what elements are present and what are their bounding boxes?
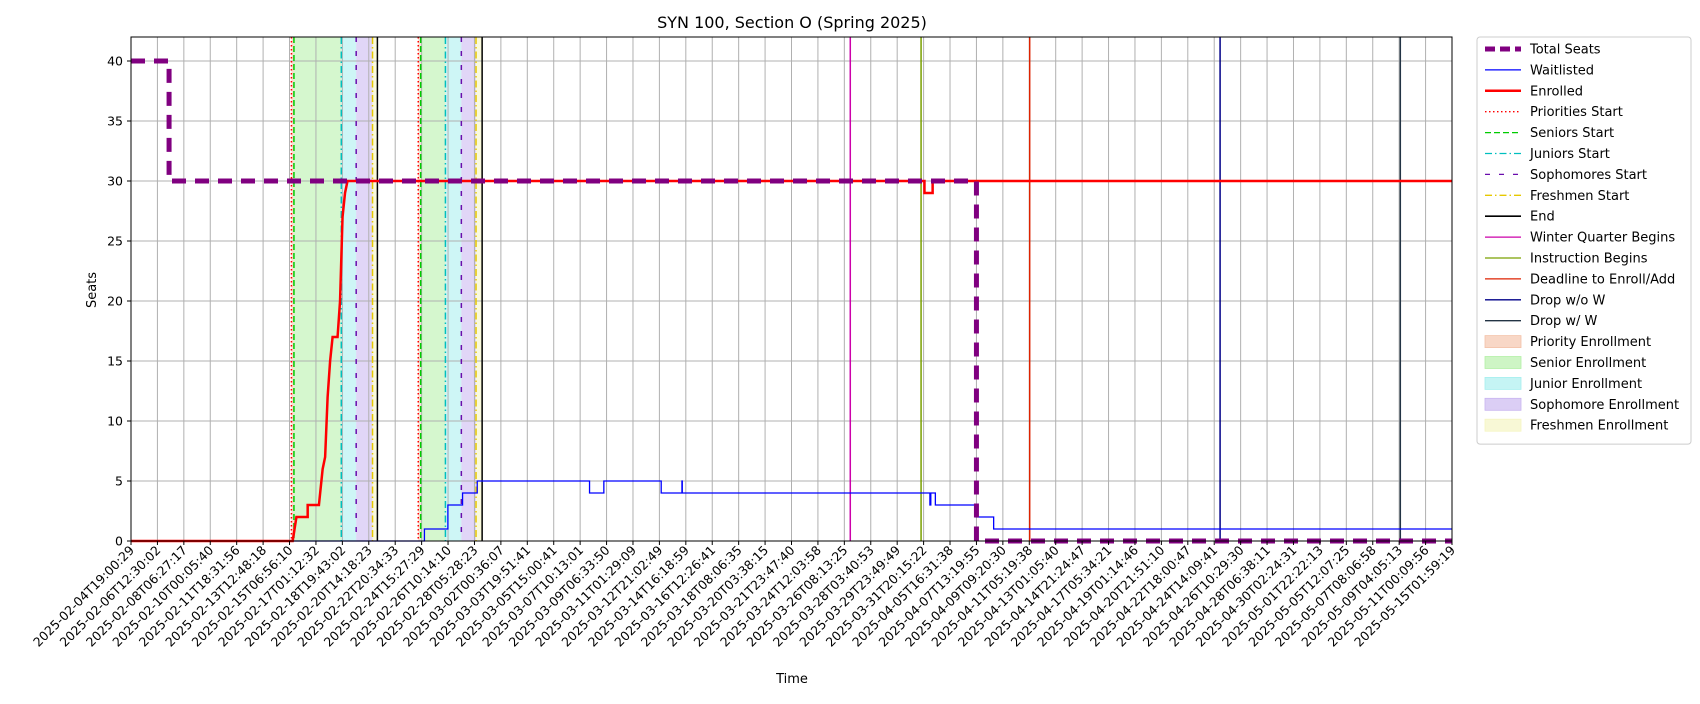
span-2-0 bbox=[341, 37, 357, 541]
y-axis-title: Seats bbox=[85, 272, 100, 308]
plot-area: 05101520253035402025-02-04T19:00:292025-… bbox=[30, 36, 1458, 650]
series-line-waitlisted bbox=[131, 480, 1452, 542]
span-3-0 bbox=[356, 37, 373, 541]
legend-label: Senior Enrollment bbox=[1530, 356, 1646, 371]
legend-swatch bbox=[1484, 376, 1522, 390]
span-3-1 bbox=[461, 37, 477, 541]
y-tick-label: 35 bbox=[107, 114, 123, 129]
legend-label: Drop w/o W bbox=[1530, 293, 1606, 308]
legend-label: Winter Quarter Begins bbox=[1530, 231, 1675, 246]
legend-label: Seniors Start bbox=[1530, 126, 1614, 141]
legend-label: End bbox=[1530, 210, 1555, 225]
legend: Total Seats Waitlisted Enrolled Priorities … bbox=[1476, 36, 1692, 445]
span-4-0 bbox=[372, 37, 378, 541]
legend-swatch bbox=[1484, 335, 1522, 349]
span-1-0 bbox=[293, 37, 342, 541]
legend-label: Juniors Start bbox=[1529, 147, 1610, 162]
y-tick-label: 30 bbox=[107, 174, 123, 189]
y-tick-label: 25 bbox=[107, 234, 123, 249]
chart-title: SYN 100, Section O (Spring 2025) bbox=[657, 13, 927, 32]
legend-label: Instruction Begins bbox=[1530, 252, 1648, 267]
legend-label: Junior Enrollment bbox=[1529, 377, 1642, 392]
legend-label: Enrolled bbox=[1530, 84, 1583, 99]
legend-label: Priority Enrollment bbox=[1530, 335, 1651, 350]
series-line-enrolled bbox=[131, 179, 1452, 543]
legend-label: Sophomores Start bbox=[1530, 168, 1647, 183]
y-tick-label: 5 bbox=[115, 474, 123, 489]
legend-label: Total Seats bbox=[1529, 43, 1601, 58]
y-tick-label: 40 bbox=[107, 54, 123, 69]
x-axis-title: Time bbox=[775, 672, 808, 687]
y-tick-label: 15 bbox=[107, 354, 123, 369]
y-tick-label: 0 bbox=[115, 534, 123, 549]
span-0-1 bbox=[418, 37, 421, 541]
legend-label: Deadline to Enroll/Add bbox=[1530, 272, 1675, 287]
legend-label: Freshmen Enrollment bbox=[1530, 419, 1668, 434]
legend-box bbox=[1476, 36, 1692, 445]
legend-swatch bbox=[1484, 356, 1522, 369]
legend-label: Drop w/ W bbox=[1530, 314, 1598, 329]
legend-label: Priorities Start bbox=[1530, 105, 1623, 120]
span-1-1 bbox=[420, 37, 446, 541]
y-tick-label: 20 bbox=[107, 294, 123, 309]
span-0-0 bbox=[291, 37, 294, 541]
legend-label: Sophomore Enrollment bbox=[1530, 398, 1679, 413]
span-4-1 bbox=[476, 37, 483, 541]
legend-swatch bbox=[1484, 397, 1522, 411]
span-2-1 bbox=[445, 37, 462, 541]
legend-swatch bbox=[1484, 418, 1522, 432]
legend-label: Freshmen Start bbox=[1530, 189, 1629, 204]
y-tick-label: 10 bbox=[107, 414, 123, 429]
legend-label: Waitlisted bbox=[1530, 63, 1594, 78]
